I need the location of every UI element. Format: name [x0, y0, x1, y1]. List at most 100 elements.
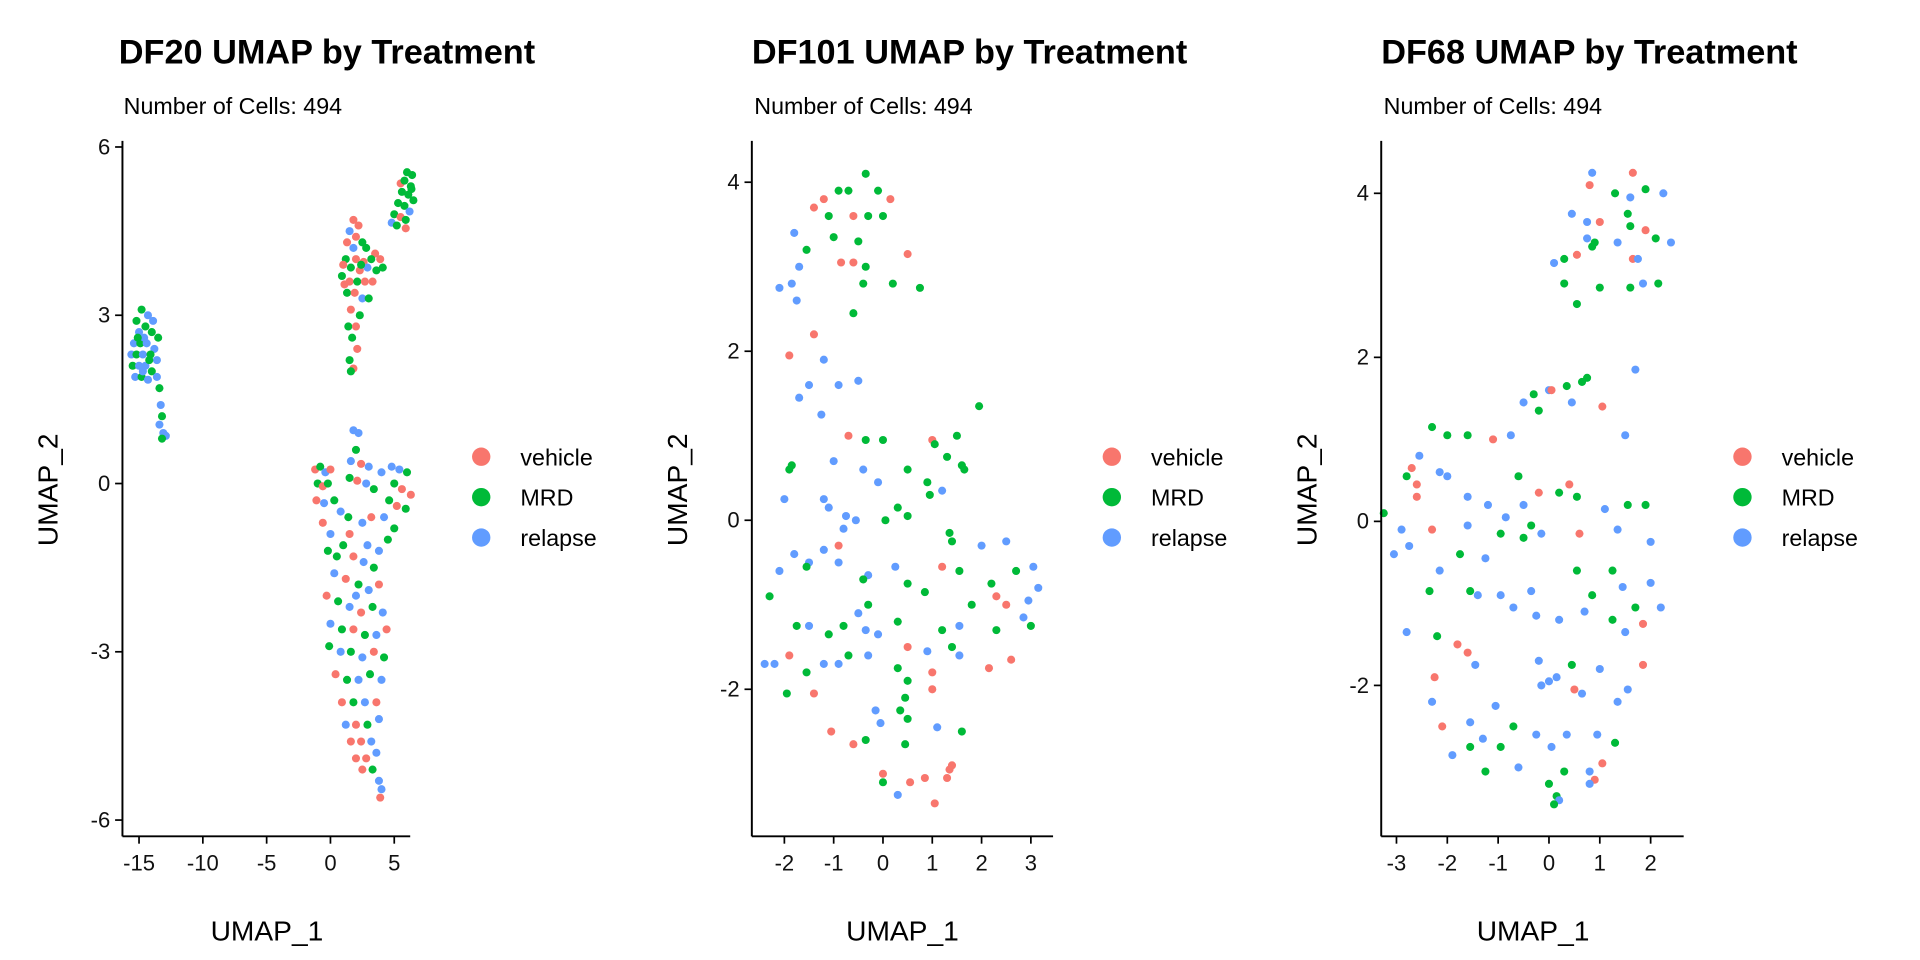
data-point-relapse	[1613, 238, 1622, 247]
data-point-mrd	[1562, 382, 1571, 391]
data-point-mrd	[923, 478, 932, 487]
data-point-vehicle	[1572, 250, 1581, 259]
data-point-relapse	[1595, 664, 1604, 674]
legend-label: relapse	[1151, 525, 1227, 551]
data-point-relapse	[1491, 701, 1500, 710]
data-point-vehicle	[878, 769, 888, 778]
data-point-vehicle	[1407, 464, 1416, 473]
data-point-mrd	[893, 664, 902, 673]
data-point-mrd	[355, 311, 364, 320]
data-point-vehicle	[340, 280, 349, 289]
data-point-vehicle	[351, 255, 361, 264]
data-point-mrd	[861, 169, 870, 178]
x-tick-label: -1	[1488, 851, 1508, 876]
data-point-vehicle	[928, 668, 937, 677]
y-tick-label: -6	[91, 807, 111, 832]
data-point-mrd	[1654, 279, 1663, 288]
data-point-relapse	[140, 333, 149, 342]
data-point-mrd	[390, 524, 399, 533]
data-point-relapse	[1618, 582, 1627, 592]
data-point-relapse	[819, 659, 828, 668]
legend: vehicle MRD relapse	[1102, 444, 1227, 551]
data-point-relapse	[372, 748, 381, 757]
data-point-vehicle	[920, 773, 929, 783]
data-point-vehicle	[397, 485, 406, 494]
data-point-vehicle	[938, 562, 947, 571]
data-point-mrd	[1402, 472, 1411, 481]
data-point-mrd	[147, 367, 156, 376]
data-point-mrd	[360, 630, 369, 640]
data-point-vehicle	[992, 592, 1001, 601]
data-point-relapse	[1631, 365, 1640, 374]
data-point-relapse	[349, 243, 358, 252]
data-point-mrd	[145, 356, 154, 365]
data-point-vehicle	[353, 344, 362, 353]
data-point-mrd	[401, 215, 410, 224]
data-point-relapse	[336, 507, 345, 516]
data-point-relapse	[1527, 587, 1536, 596]
data-point-relapse	[1555, 615, 1564, 624]
data-point-relapse	[138, 367, 147, 376]
data-point-vehicle	[849, 258, 858, 267]
x-tick-label: 2	[975, 851, 987, 876]
data-point-vehicle	[346, 305, 355, 314]
data-point-mrd	[975, 402, 984, 411]
y-tick-label: -2	[1349, 673, 1369, 698]
data-point-relapse	[364, 462, 373, 471]
data-point-mrd	[334, 597, 343, 606]
data-point-vehicle	[1007, 655, 1016, 664]
data-point-mrd	[938, 626, 947, 635]
data-point-relapse	[152, 356, 161, 365]
data-point-mrd	[354, 580, 363, 589]
data-point-vehicle	[849, 211, 858, 221]
data-point-relapse	[1514, 763, 1523, 772]
data-point-mrd	[368, 765, 377, 774]
data-point-mrd	[864, 600, 873, 609]
data-point-relapse	[1405, 541, 1414, 551]
data-point-mrd	[394, 199, 403, 208]
data-point-relapse	[1552, 673, 1561, 682]
data-point-vehicle	[1638, 619, 1648, 628]
data-point-relapse	[1466, 718, 1475, 727]
data-point-vehicle	[326, 465, 335, 474]
data-point-mrd	[1433, 632, 1442, 641]
data-point-relapse	[923, 647, 932, 656]
data-point-relapse	[1537, 529, 1546, 538]
data-point-relapse	[1583, 234, 1592, 243]
data-point-mrd	[1425, 587, 1434, 596]
data-point-mrd	[1481, 767, 1490, 776]
data-point-mrd	[881, 516, 890, 525]
data-point-mrd	[344, 322, 353, 331]
data-point-mrd	[364, 294, 373, 303]
data-point-relapse	[1483, 500, 1493, 510]
data-point-relapse	[363, 541, 372, 550]
data-point-relapse	[824, 503, 833, 512]
data-point-relapse	[143, 311, 153, 320]
data-point-relapse	[871, 706, 880, 715]
data-point-vehicle	[1547, 386, 1556, 395]
data-point-vehicle	[886, 195, 895, 204]
data-point-mrd	[345, 473, 354, 482]
data-point-vehicle	[353, 476, 362, 485]
data-point-vehicle	[357, 737, 366, 746]
data-point-relapse	[819, 495, 828, 504]
data-point-relapse	[1583, 217, 1592, 227]
data-point-vehicle	[1585, 181, 1594, 190]
data-point-vehicle	[785, 651, 794, 660]
data-point-mrd	[1641, 500, 1650, 510]
data-point-relapse	[364, 586, 373, 595]
data-point-relapse	[1501, 513, 1510, 522]
data-point-relapse	[377, 785, 386, 794]
points-layer	[1379, 168, 1676, 809]
data-point-relapse	[792, 296, 801, 305]
data-point-vehicle	[1412, 480, 1421, 489]
data-point-mrd	[157, 434, 167, 443]
data-point-vehicle	[1595, 217, 1604, 227]
x-tick-label: 1	[1594, 851, 1606, 876]
data-point-relapse	[891, 562, 900, 571]
data-point-relapse	[143, 375, 153, 384]
data-point-relapse	[326, 529, 335, 539]
data-point-vehicle	[351, 754, 361, 763]
data-point-mrd	[849, 309, 858, 318]
data-point-mrd	[339, 541, 348, 550]
